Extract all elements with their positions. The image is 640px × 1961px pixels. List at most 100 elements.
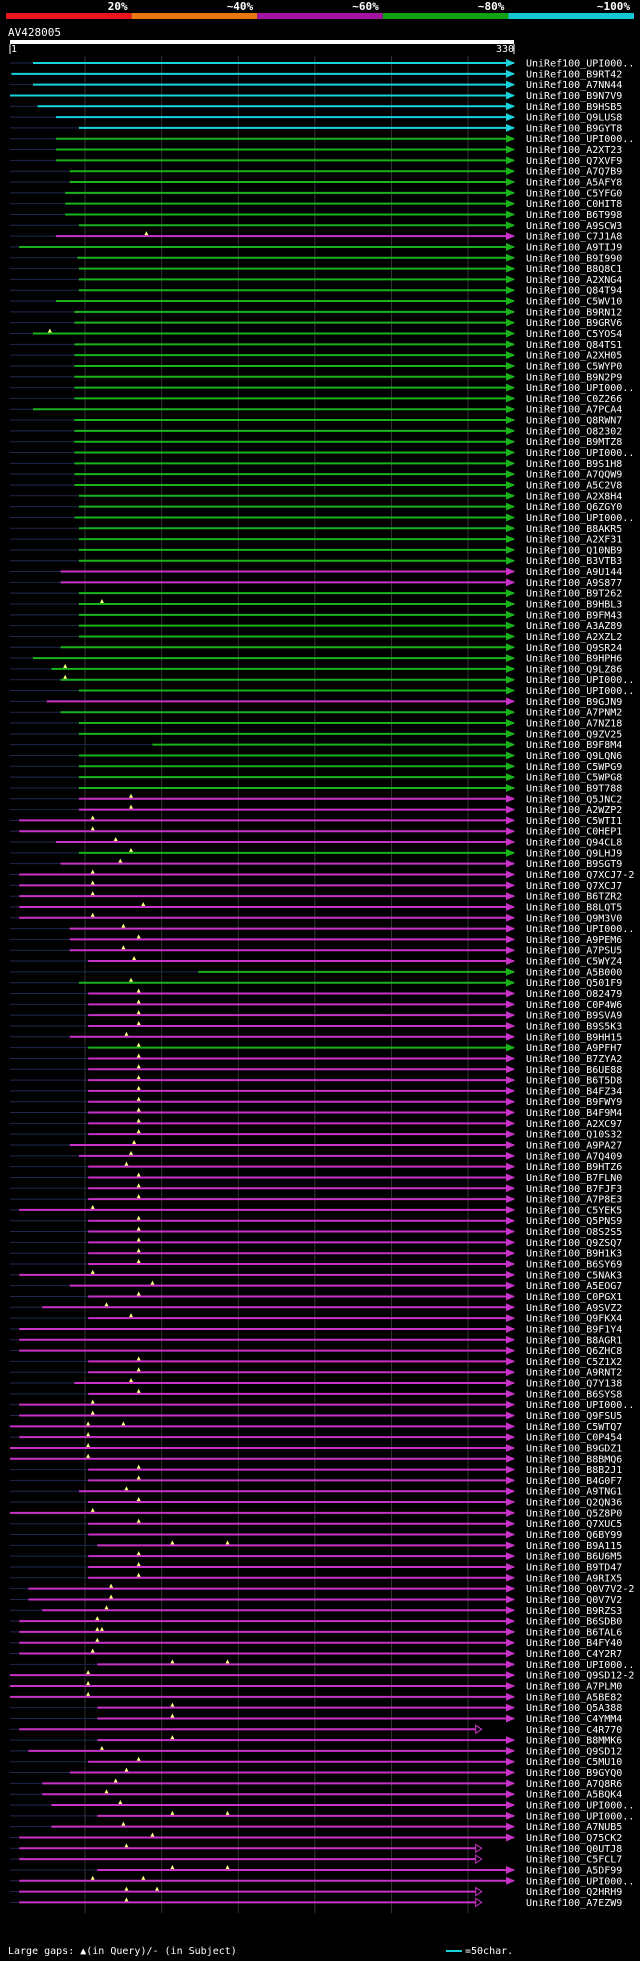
hit-row[interactable]: UniRef100_A7Q8R6 — [10, 1778, 622, 1790]
hit-label[interactable]: UniRef100_C7J1A8 — [526, 232, 622, 243]
hit-label[interactable]: UniRef100_UPI000.. — [526, 383, 634, 394]
hit-row[interactable]: UniRef100_UPI000.. — [10, 383, 634, 394]
hit-row[interactable]: UniRef100_B9A115 — [10, 1540, 622, 1552]
hit-label[interactable]: UniRef100_Q7XVF9 — [526, 156, 622, 167]
hit-label[interactable]: UniRef100_B9RZS3 — [526, 1606, 622, 1617]
hit-row[interactable]: UniRef100_Q5A388 — [10, 1702, 622, 1715]
hit-label[interactable]: UniRef100_B7FJF3 — [526, 1184, 622, 1195]
hit-row[interactable]: UniRef100_Q5JNC2 — [10, 793, 622, 806]
hit-row[interactable]: UniRef100_A5EOG7 — [10, 1280, 622, 1293]
hit-row[interactable]: UniRef100_B9RZS3 — [10, 1605, 622, 1617]
hit-row[interactable]: UniRef100_B9S1H8 — [10, 459, 622, 470]
hit-row[interactable]: UniRef100_C5WYZ4 — [10, 956, 622, 968]
hit-label[interactable]: UniRef100_A2WZP2 — [526, 805, 622, 816]
hit-label[interactable]: UniRef100_UPI000.. — [526, 134, 634, 145]
hit-label[interactable]: UniRef100_A5AFY8 — [526, 178, 622, 189]
hit-row[interactable]: UniRef100_B9HH15 — [10, 1031, 622, 1044]
hit-label[interactable]: UniRef100_B8LQT5 — [526, 902, 622, 913]
hit-label[interactable]: UniRef100_B4FY40 — [526, 1638, 622, 1649]
hit-label[interactable]: UniRef100_UPI000.. — [526, 686, 634, 697]
hit-row[interactable]: UniRef100_A2XT23 — [10, 145, 622, 156]
hit-row[interactable]: UniRef100_A9RNT2 — [10, 1367, 622, 1379]
hit-row[interactable]: UniRef100_B9N7V9 — [10, 91, 622, 102]
hit-row[interactable]: UniRef100_UPI000.. — [10, 448, 634, 459]
hit-row[interactable]: UniRef100_A7NUB5 — [10, 1821, 622, 1834]
hit-row[interactable]: UniRef100_B6SDB0 — [10, 1616, 622, 1628]
hit-label[interactable]: UniRef100_B9SGT9 — [526, 859, 622, 870]
hit-label[interactable]: UniRef100_A5DF99 — [526, 1865, 622, 1876]
hit-row[interactable]: UniRef100_Q75CK2 — [10, 1832, 622, 1844]
hit-label[interactable]: UniRef100_B3VTB3 — [526, 556, 622, 567]
hit-label[interactable]: UniRef100_B6SYS8 — [526, 1389, 622, 1400]
hit-row[interactable]: UniRef100_C4Y2R7 — [10, 1648, 622, 1661]
hit-row[interactable]: UniRef100_B9S5K3 — [10, 1020, 622, 1033]
hit-label[interactable]: UniRef100_Q75CK2 — [526, 1833, 622, 1844]
hit-row[interactable]: UniRef100_B9GYT8 — [10, 123, 622, 134]
hit-row[interactable]: UniRef100_A2XF31 — [10, 535, 622, 546]
hit-row[interactable]: UniRef100_A7PCA4 — [10, 405, 622, 416]
hit-row[interactable]: UniRef100_Q9SD12 — [10, 1745, 622, 1758]
hit-label[interactable]: UniRef100_A7PSU5 — [526, 946, 622, 957]
hit-label[interactable]: UniRef100_A7Q409 — [526, 1151, 622, 1162]
hit-label[interactable]: UniRef100_UPI000.. — [526, 675, 634, 686]
hit-row[interactable]: UniRef100_B8B2J1 — [10, 1464, 622, 1477]
hit-row[interactable]: UniRef100_O8S2S5 — [10, 1226, 622, 1239]
hit-label[interactable]: UniRef100_A9PFH7 — [526, 1043, 622, 1054]
hit-row[interactable]: UniRef100_Q9FSU5 — [10, 1410, 622, 1423]
hit-row[interactable]: UniRef100_C5MU10 — [10, 1756, 622, 1769]
hit-label[interactable]: UniRef100_A2X8H4 — [526, 491, 622, 502]
hit-label[interactable]: UniRef100_B9GDZ1 — [526, 1443, 622, 1454]
hit-row[interactable]: UniRef100_A9U144 — [10, 567, 622, 578]
hit-row[interactable]: UniRef100_Q6ZHC8 — [10, 1346, 622, 1357]
hit-label[interactable]: UniRef100_B9RT42 — [526, 69, 622, 80]
hit-row[interactable]: UniRef100_Q94CL8 — [10, 837, 622, 849]
hit-row[interactable]: UniRef100_Q0UTJ8 — [10, 1843, 622, 1855]
hit-label[interactable]: UniRef100_B9FWY9 — [526, 1097, 622, 1108]
hit-label[interactable]: UniRef100_Q9LHJ9 — [526, 848, 622, 859]
hit-row[interactable]: UniRef100_B4F9M4 — [10, 1107, 622, 1120]
hit-label[interactable]: UniRef100_C0P454 — [526, 1433, 622, 1444]
hit-label[interactable]: UniRef100_Q5JNC2 — [526, 794, 622, 805]
hit-row[interactable]: UniRef100_B6T5D8 — [10, 1075, 622, 1087]
hit-label[interactable]: UniRef100_UPI000.. — [526, 1811, 634, 1822]
hit-row[interactable]: UniRef100_Q7Y138 — [10, 1378, 622, 1390]
hit-label[interactable]: UniRef100_B9TD47 — [526, 1562, 622, 1573]
hit-label[interactable]: UniRef100_Q7XCJ7 — [526, 881, 622, 892]
hit-label[interactable]: UniRef100_Q5Z8P0 — [526, 1508, 622, 1519]
hit-label[interactable]: UniRef100_C4YMM4 — [526, 1714, 622, 1725]
hit-label[interactable]: UniRef100_B9HSB5 — [526, 102, 622, 113]
hit-row[interactable]: UniRef100_UPI000.. — [10, 674, 634, 687]
hit-label[interactable]: UniRef100_C0HEP1 — [526, 827, 622, 838]
hit-row[interactable]: UniRef100_A9RIX5 — [10, 1572, 622, 1585]
hit-label[interactable]: UniRef100_B9F8M4 — [526, 740, 622, 751]
hit-row[interactable]: UniRef100_Q10NB9 — [10, 545, 622, 556]
hit-label[interactable]: UniRef100_A2XNG4 — [526, 275, 622, 286]
hit-label[interactable]: UniRef100_Q94CL8 — [526, 838, 622, 849]
hit-row[interactable]: UniRef100_B6U6M5 — [10, 1551, 622, 1563]
hit-row[interactable]: UniRef100_Q84T94 — [10, 286, 622, 297]
hit-row[interactable]: UniRef100_A7PSU5 — [10, 945, 622, 957]
hit-label[interactable]: UniRef100_B9GYT8 — [526, 123, 622, 134]
hit-row[interactable]: UniRef100_B4G0F7 — [10, 1475, 622, 1487]
hit-label[interactable]: UniRef100_C5WYZ4 — [526, 957, 622, 968]
hit-label[interactable]: UniRef100_C5WYP0 — [526, 361, 622, 372]
hit-label[interactable]: UniRef100_O82302 — [526, 426, 622, 437]
hit-label[interactable]: UniRef100_B6T5D8 — [526, 1076, 622, 1087]
hit-label[interactable]: UniRef100_Q9M3V0 — [526, 913, 622, 924]
hit-row[interactable]: UniRef100_B6SY69 — [10, 1259, 622, 1271]
hit-label[interactable]: UniRef100_A9U144 — [526, 567, 622, 578]
hit-label[interactable]: UniRef100_B8B2J1 — [526, 1465, 622, 1476]
hit-label[interactable]: UniRef100_C5FCL7 — [526, 1855, 622, 1866]
hit-label[interactable]: UniRef100_B9GYQ0 — [526, 1768, 622, 1779]
hit-label[interactable]: UniRef100_B9T788 — [526, 783, 622, 794]
hit-label[interactable]: UniRef100_B9SVA9 — [526, 1011, 622, 1022]
hit-row[interactable]: UniRef100_B7FJF3 — [10, 1183, 622, 1195]
hit-row[interactable]: UniRef100_C0HIT8 — [10, 199, 622, 210]
hit-row[interactable]: UniRef100_A7NZ18 — [10, 719, 622, 730]
hit-row[interactable]: UniRef100_B9HPH6 — [10, 654, 622, 665]
hit-label[interactable]: UniRef100_UPI000.. — [526, 513, 634, 524]
hit-label[interactable]: UniRef100_C5MU10 — [526, 1757, 622, 1768]
hit-label[interactable]: UniRef100_A9SVZ2 — [526, 1303, 622, 1314]
hit-label[interactable]: UniRef100_B6TAL6 — [526, 1627, 622, 1638]
hit-label[interactable]: UniRef100_C5WV10 — [526, 297, 622, 308]
